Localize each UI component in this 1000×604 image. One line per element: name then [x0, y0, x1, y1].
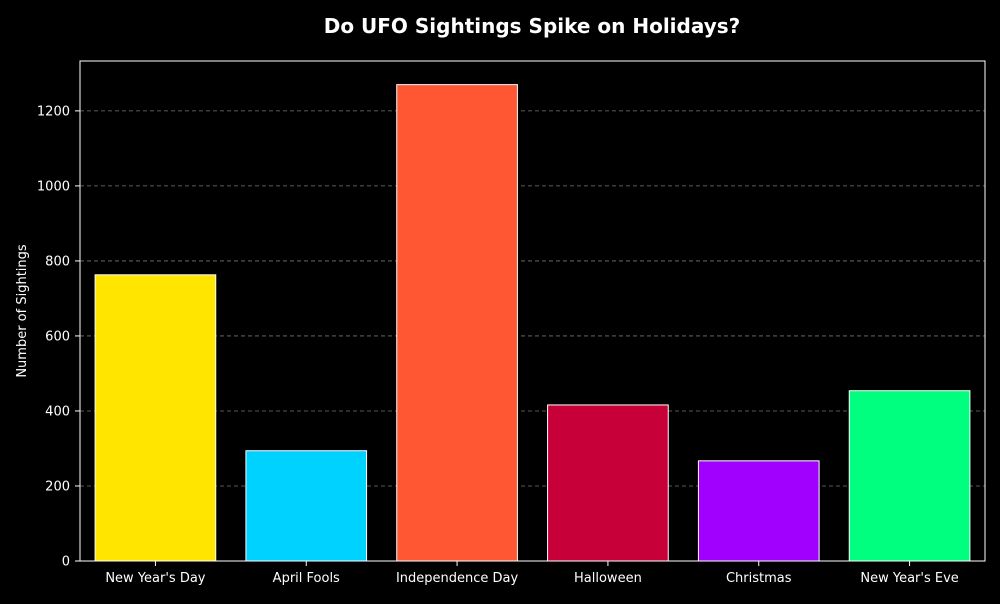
chart-title: Do UFO Sightings Spike on Holidays?	[324, 14, 741, 38]
bar	[697, 460, 820, 562]
bars	[94, 84, 971, 562]
y-tick-label: 0	[62, 555, 70, 570]
x-tick-label: Christmas	[726, 571, 792, 586]
y-tick-label: 1000	[37, 179, 70, 194]
x-tick-label: Independence Day	[396, 571, 519, 586]
x-tick-label: New Year's Eve	[860, 571, 958, 586]
y-tick-label: 800	[45, 254, 70, 269]
axes	[75, 60, 986, 566]
bar	[94, 274, 217, 562]
y-tick-label: 600	[45, 329, 70, 344]
y-tick-label: 400	[45, 404, 70, 419]
y-tick-label: 1200	[37, 104, 70, 119]
bar	[848, 390, 971, 562]
plot-frame	[79, 60, 986, 562]
bar	[245, 450, 368, 562]
tick-labels: 0 200 400 600 800 1000 1200 New Year's Day April…	[37, 104, 959, 586]
x-tick-label: April Fools	[273, 571, 340, 586]
bar	[396, 84, 518, 562]
x-tick-label: New Year's Day	[105, 571, 205, 586]
bar	[547, 404, 669, 562]
x-tick-label: Halloween	[574, 571, 642, 586]
y-tick-label: 200	[45, 479, 70, 494]
y-axis-label: Number of Sightings	[15, 244, 30, 378]
grid-lines	[80, 110, 985, 487]
